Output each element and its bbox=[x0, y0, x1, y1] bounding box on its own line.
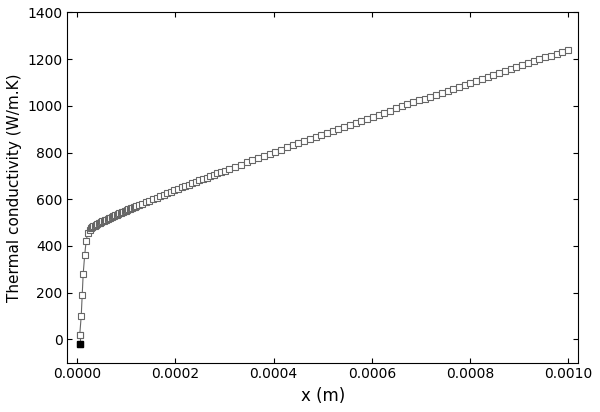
X-axis label: x (m): x (m) bbox=[301, 387, 345, 405]
Y-axis label: Thermal conductivity (W/m.K): Thermal conductivity (W/m.K) bbox=[7, 73, 22, 302]
